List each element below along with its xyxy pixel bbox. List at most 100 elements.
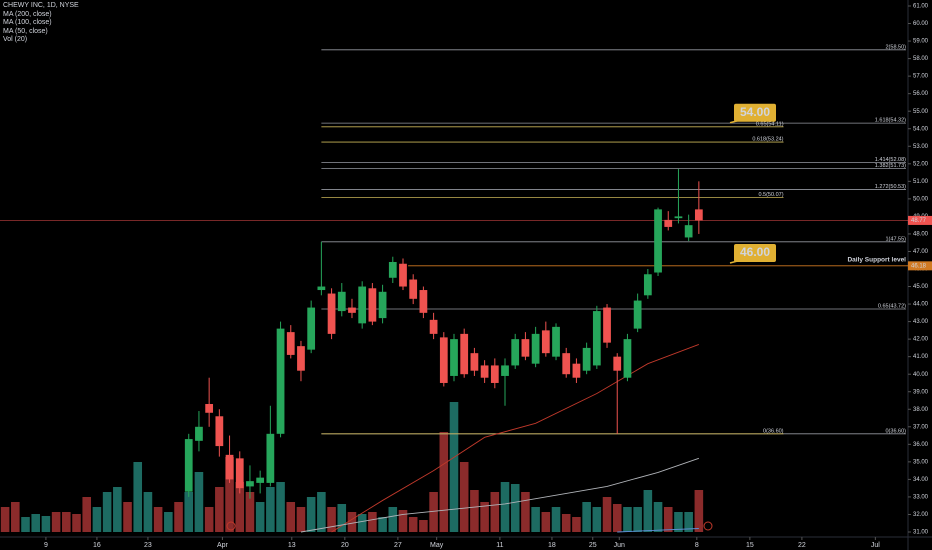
volume-bar: [470, 490, 479, 532]
y-tick-label: 60.00: [913, 21, 929, 27]
volume-bar: [378, 517, 387, 532]
y-tick-label: 37.00: [913, 424, 929, 430]
volume-bar: [490, 492, 500, 532]
volume-bar: [531, 507, 540, 532]
candle-body: [317, 286, 326, 291]
volume-bar: [623, 507, 632, 532]
volume-bar: [92, 507, 102, 532]
y-tick-label: 61.00: [913, 4, 929, 10]
legend-item: MA (50, close): [3, 27, 48, 35]
candle-body: [409, 279, 418, 299]
candle-body: [307, 307, 316, 350]
y-tick-label: 53.00: [913, 144, 929, 150]
candle-body: [531, 333, 540, 364]
y-tick-label: 52.00: [913, 161, 929, 167]
volume-bar: [592, 507, 602, 532]
volume-bar: [449, 402, 459, 532]
legend-item: MA (100, close): [3, 19, 52, 27]
candle-body: [429, 319, 438, 334]
callout-label: 54.00: [740, 105, 770, 119]
fib-label: 1(47.55): [886, 236, 907, 242]
price-tag-label: 48.77: [911, 218, 927, 224]
volume-bar: [429, 492, 438, 532]
ma-line: [300, 457, 700, 533]
volume-bar: [51, 512, 61, 532]
candle-body: [368, 288, 377, 322]
candle-body: [521, 339, 530, 357]
candle-body: [480, 365, 489, 378]
candle-body: [490, 365, 499, 383]
volume-bar: [0, 507, 10, 532]
candle-body: [562, 353, 571, 375]
volume-bar: [439, 432, 449, 532]
x-tick-label: 16: [93, 542, 101, 549]
y-tick-label: 44.00: [913, 302, 929, 308]
fib-label: 0(36.60): [763, 428, 784, 434]
candle-body: [654, 209, 662, 273]
volume-bar: [235, 482, 245, 532]
volume-bar: [215, 487, 224, 532]
y-tick-label: 45.00: [913, 284, 929, 290]
fib-label: 0(36.60): [886, 428, 907, 434]
candle-body: [378, 291, 387, 319]
y-tick-label: 55.00: [913, 109, 929, 115]
candle-body: [266, 433, 275, 483]
y-tick-label: 42.00: [913, 337, 929, 343]
candle-body: [694, 209, 703, 221]
candle-body: [256, 477, 265, 483]
volume-bar: [164, 512, 173, 532]
candle-body: [603, 307, 611, 343]
candle-body: [572, 363, 581, 378]
x-tick-label: Jul: [871, 542, 880, 549]
candle-body: [235, 458, 244, 489]
callout-box: [734, 103, 776, 122]
candle-body: [643, 274, 652, 296]
volume-bar: [286, 502, 296, 532]
candle-body: [286, 332, 295, 355]
volume-bar: [663, 507, 673, 532]
legend-item: MA (200, close): [3, 10, 52, 18]
candle-body: [358, 286, 367, 324]
volume-bar: [674, 512, 683, 532]
y-tick-label: 38.00: [913, 407, 929, 413]
x-tick-label: 13: [288, 542, 296, 549]
volume-bar: [561, 514, 571, 532]
volume-bar: [62, 512, 71, 532]
volume-bar: [174, 502, 183, 532]
volume-bar: [541, 512, 551, 532]
volume-bar: [357, 514, 367, 532]
volume-bar: [113, 487, 122, 532]
candle-body: [246, 481, 254, 487]
volume-bar: [388, 507, 398, 532]
y-tick-label: 51.00: [913, 179, 929, 185]
fib-label: 0.618(53.24): [752, 137, 783, 143]
candle-body: [450, 339, 458, 376]
volume-bar: [11, 502, 20, 532]
candle-body: [337, 291, 346, 312]
volume-bar: [194, 472, 204, 532]
callout: 54.00: [729, 103, 776, 124]
x-tick-label: 27: [394, 542, 402, 549]
volume-bar: [276, 482, 285, 532]
volume-bar: [633, 507, 642, 532]
x-tick-label: Apr: [217, 542, 229, 549]
y-tick-label: 41.00: [913, 354, 929, 360]
candle-body: [623, 339, 632, 378]
volume-bar: [153, 507, 163, 532]
y-tick-label: 40.00: [913, 372, 929, 378]
ma-line: [617, 528, 699, 533]
y-tick-label: 31.00: [913, 530, 929, 536]
volume-bar: [347, 512, 357, 532]
volume-bar: [684, 512, 693, 532]
legend: CHEWY INC, 1D, NYSE MA (200, close) MA (10…: [3, 2, 79, 45]
volume-bar: [296, 507, 306, 532]
volume-bar: [41, 516, 51, 532]
candle-body: [613, 356, 622, 371]
x-tick-label: 20: [341, 542, 349, 549]
volume-bar: [143, 492, 153, 532]
candle-body: [276, 328, 285, 434]
fib-label: 0.65(43.72): [878, 303, 906, 309]
volume-bar: [82, 497, 92, 532]
volume-bar: [582, 502, 591, 532]
candle-body: [388, 261, 397, 278]
